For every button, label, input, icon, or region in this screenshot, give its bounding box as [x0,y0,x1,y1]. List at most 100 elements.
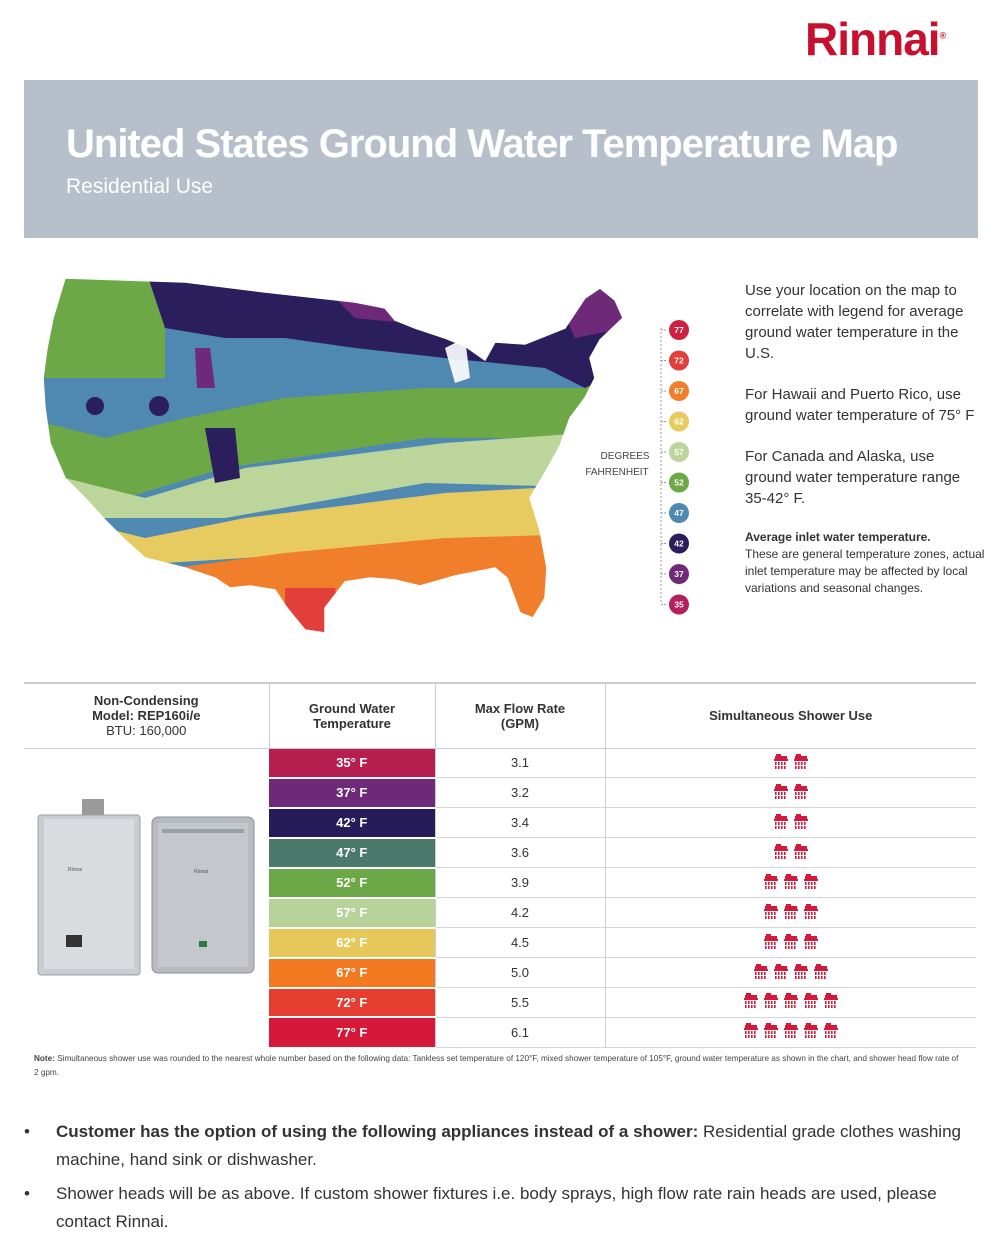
legend-item-42: 42 [661,533,689,554]
flow-rate-cell: 3.2 [434,777,605,809]
temp-cell: 52° F [269,867,435,899]
shower-head-icon [813,963,829,983]
col-ground-water-temp: Ground Water Temperature [268,682,435,749]
map-instructions: Use your location on the map to correlat… [745,280,985,617]
flow-rate-table: Non-Condensing Model: REP160i/e BTU: 160… [24,682,976,1049]
temp-cell: 77° F [269,1017,435,1049]
shower-head-icon [793,813,809,833]
temp-cell: 57° F [269,897,435,929]
temp-cell: 72° F [269,987,435,1019]
shower-head-icon [803,903,819,923]
instructions-location: Use your location on the map to correlat… [745,282,964,362]
flow-rate-cell: 5.0 [434,957,605,988]
shower-count-cell [604,748,976,779]
table-row: 77° F 6.1 [24,1017,976,1049]
temp-cell: 35° F [269,748,435,779]
shower-head-icon [803,992,819,1012]
model-header: Non-Condensing Model: REP160i/e BTU: 160… [24,682,269,749]
legend-value: 42 [674,539,684,549]
table-row: Rinnai Rinnai 35° F 3.1 [24,748,976,975]
legend-item-37: 37 [661,564,689,584]
note-body: These are general temperature zones, act… [745,547,985,595]
shower-head-icon [803,933,819,953]
shower-head-icon [763,1022,779,1042]
table-row: 47° F 3.6 [24,837,976,869]
legend-swatch [669,472,689,493]
legend-swatch [669,442,689,462]
legend-value: 62 [674,417,684,427]
title-banner: United States Ground Water Temperature M… [24,80,978,238]
legend-swatch [669,564,689,584]
legend-swatch [669,350,689,371]
shower-count-cell [604,957,976,988]
bullet-shower-heads: Shower heads will be as above. If custom… [24,1180,984,1236]
legend-swatch [669,503,689,523]
legend-swatch [669,320,689,340]
shower-count-cell [604,807,976,839]
flow-rate-cell: 4.2 [434,897,605,929]
temp-cell: 47° F [269,837,435,869]
shower-head-icon [763,903,779,923]
legend-item-52: 52 [661,472,689,493]
page-subtitle: Residential Use [66,175,214,198]
shower-head-icon [783,992,799,1012]
shower-count-cell [604,1017,976,1049]
legend-item-62: 62 [661,411,689,432]
model-name: Model: REP160i/e [92,708,201,724]
us-temperature-map: 77 72 67 62 57 52 47 42 37 35 DEGREES FAHRENHEIT [25,268,715,648]
shower-head-icon [773,843,789,863]
shower-head-icon [763,992,779,1012]
flow-rate-cell: 3.1 [434,748,605,779]
shower-head-icon [773,963,789,983]
legend-swatch [669,381,689,401]
shower-head-icon [793,963,809,983]
shower-head-icon [793,753,809,773]
unit-brand-label-1: Rinnai [68,867,82,873]
col-max-flow-rate: Max Flow Rate (GPM) [434,682,605,749]
temp-cell: 42° F [269,807,435,839]
shower-head-icon [823,1022,839,1042]
temp-cell: 62° F [269,927,435,959]
legend-degrees-label: DEGREES [601,451,650,462]
legend-value: 57 [674,447,684,457]
table-row: 67° F 5.0 [24,957,976,989]
temp-cell: 37° F [269,777,435,809]
shower-head-icon [793,843,809,863]
instructions-canada: For Canada and Alaska, use ground water … [745,448,961,507]
model-btu: BTU: 160,000 [106,723,187,739]
legend-swatch [669,594,689,615]
table-row: 72° F 5.5 [24,987,976,1019]
page-title: United States Ground Water Temperature M… [66,122,898,166]
shower-head-icon [783,933,799,953]
rinnai-logo: Rinnai® [805,13,946,65]
flow-rate-cell: 4.5 [434,927,605,959]
bullet-appliances: Customer has the option of using the fol… [24,1118,984,1174]
legend-value: 77 [674,325,684,335]
legend-fahrenheit-label: FAHRENHEIT [585,467,648,478]
table-row: 42° F 3.4 [24,807,976,839]
temp-cell: 67° F [269,957,435,989]
shower-head-icon [783,1022,799,1042]
shower-count-cell [604,777,976,809]
legend-item-35: 35 [661,594,689,615]
shower-head-icon [753,963,769,983]
model-heading: Non-Condensing [93,693,199,709]
table-row: 62° F 4.5 [24,927,976,959]
shower-head-icon [803,873,819,893]
legend-value: 67 [674,386,684,396]
water-heater-images: Rinnai Rinnai [24,748,269,1048]
flow-rate-cell: 3.9 [434,867,605,899]
shower-head-icon [773,813,789,833]
shower-count-cell [604,837,976,869]
shower-head-icon [793,783,809,803]
legend-item-72: 72 [661,350,689,371]
shower-count-cell [604,987,976,1018]
shower-head-icon [803,1022,819,1042]
legend-item-47: 47 [661,503,689,523]
legend-value: 37 [674,569,684,579]
shower-head-icon [773,783,789,803]
shower-head-icon [783,903,799,923]
unit-brand-label-2: Rinnai [194,869,208,875]
legend-value: 72 [674,356,684,366]
table-row: 52° F 3.9 [24,867,976,899]
